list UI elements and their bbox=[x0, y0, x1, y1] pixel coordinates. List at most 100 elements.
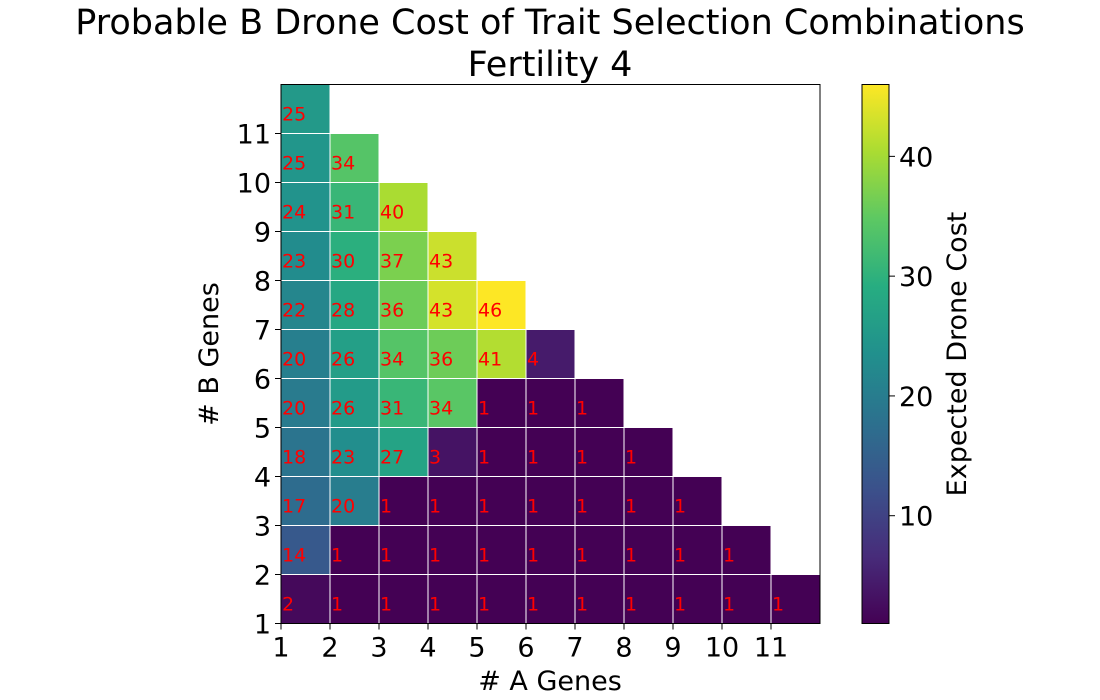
cell-value-label: 1 bbox=[674, 545, 686, 567]
cell-value-label: 34 bbox=[380, 349, 404, 371]
heatmap-cell bbox=[770, 574, 821, 624]
x-tick-label: 4 bbox=[419, 633, 436, 664]
heatmap-cell bbox=[329, 476, 380, 526]
y-tick-label: 5 bbox=[254, 414, 271, 445]
cell-value-label: 31 bbox=[331, 202, 355, 224]
y-tick-label: 8 bbox=[254, 267, 271, 298]
heatmap-cell bbox=[574, 574, 625, 624]
cell-value-label: 26 bbox=[331, 349, 355, 371]
x-tick-label: 3 bbox=[370, 633, 387, 664]
y-tick-label: 1 bbox=[254, 610, 271, 641]
cell-value-label: 14 bbox=[282, 545, 306, 567]
chart-subtitle: Fertility 4 bbox=[468, 45, 633, 85]
x-axis-label: # A Genes bbox=[478, 666, 622, 697]
heatmap-cell bbox=[574, 525, 625, 575]
cell-value-label: 25 bbox=[282, 104, 306, 126]
heatmap-cell bbox=[525, 427, 576, 477]
heatmap-cell bbox=[378, 525, 429, 575]
cell-value-label: 36 bbox=[429, 349, 453, 371]
cell-value-label: 1 bbox=[674, 496, 686, 518]
cell-value-label: 43 bbox=[429, 251, 453, 273]
cell-value-label: 34 bbox=[429, 398, 453, 420]
y-tick-label: 11 bbox=[237, 120, 271, 151]
cell-value-label: 1 bbox=[478, 447, 490, 469]
heatmap-cell bbox=[280, 133, 331, 183]
colorbar-tick-label: 40 bbox=[899, 142, 933, 173]
cell-value-label: 1 bbox=[723, 545, 735, 567]
y-tick-label: 9 bbox=[254, 218, 271, 249]
y-tick-label: 3 bbox=[254, 512, 271, 543]
heatmap-cell bbox=[525, 329, 576, 379]
cell-value-label: 1 bbox=[478, 496, 490, 518]
cell-value-label: 40 bbox=[380, 202, 404, 224]
heatmap-cell bbox=[329, 133, 380, 183]
heatmap-cell bbox=[329, 378, 380, 428]
heatmap-cell bbox=[574, 476, 625, 526]
cell-value-label: 1 bbox=[380, 496, 392, 518]
colorbar-tick-label: 30 bbox=[899, 262, 933, 293]
heatmap-cell bbox=[378, 427, 429, 477]
cell-value-label: 26 bbox=[331, 398, 355, 420]
cell-value-label: 1 bbox=[478, 594, 490, 616]
cell-value-label: 25 bbox=[282, 153, 306, 175]
colorbar bbox=[861, 84, 890, 624]
cell-value-label: 31 bbox=[380, 398, 404, 420]
heatmap-cell bbox=[427, 231, 478, 281]
heatmap-cell bbox=[525, 378, 576, 428]
cell-value-label: 24 bbox=[282, 202, 306, 224]
y-tick-label: 7 bbox=[254, 316, 271, 347]
colorbar-tick-label: 10 bbox=[899, 502, 933, 533]
cell-value-label: 34 bbox=[331, 153, 355, 175]
heatmap-annotations: 2525242322202018171423431302826262320114… bbox=[282, 104, 784, 616]
x-tick-label: 1 bbox=[272, 633, 289, 664]
cell-value-label: 20 bbox=[331, 496, 355, 518]
cell-value-label: 3 bbox=[429, 447, 441, 469]
cell-value-label: 23 bbox=[331, 447, 355, 469]
cell-value-label: 1 bbox=[723, 594, 735, 616]
cell-value-label: 20 bbox=[282, 349, 306, 371]
x-tick-label: 11 bbox=[754, 633, 788, 664]
heatmap-cell bbox=[378, 231, 429, 281]
heatmap-cell bbox=[378, 476, 429, 526]
cell-value-label: 41 bbox=[478, 349, 502, 371]
cell-value-label: 4 bbox=[527, 349, 539, 371]
cell-value-label: 17 bbox=[282, 496, 306, 518]
y-axis-ticks: 1 2 3 4 5 6 7 8 9 10 11 bbox=[237, 120, 281, 641]
cell-value-label: 1 bbox=[380, 545, 392, 567]
heatmap-cell bbox=[476, 329, 527, 379]
heatmap-cell bbox=[329, 427, 380, 477]
heatmap-cell bbox=[525, 525, 576, 575]
cell-value-label: 1 bbox=[625, 545, 637, 567]
heatmap-cell bbox=[329, 231, 380, 281]
heatmap-cell bbox=[329, 574, 380, 624]
heatmap-cell bbox=[525, 574, 576, 624]
cell-value-label: 1 bbox=[478, 398, 490, 420]
heatmap-cell bbox=[280, 84, 331, 134]
chart-title: Probable B Drone Cost of Trait Selection… bbox=[75, 3, 1024, 43]
cell-value-label: 30 bbox=[331, 251, 355, 273]
cell-value-label: 36 bbox=[380, 300, 404, 322]
cell-value-label: 1 bbox=[429, 545, 441, 567]
y-axis-label: # B Genes bbox=[194, 282, 225, 426]
y-tick-label: 6 bbox=[254, 365, 271, 396]
cell-value-label: 1 bbox=[576, 545, 588, 567]
y-tick-label: 10 bbox=[237, 169, 271, 200]
cell-value-label: 28 bbox=[331, 300, 355, 322]
cell-value-label: 1 bbox=[625, 447, 637, 469]
cell-value-label: 1 bbox=[478, 545, 490, 567]
x-axis-ticks: 1 2 3 4 5 6 7 8 9 10 11 bbox=[272, 623, 788, 664]
x-tick-label: 9 bbox=[664, 633, 681, 664]
heatmap-cell bbox=[721, 525, 772, 575]
heatmap-cells bbox=[280, 84, 821, 624]
heatmap-cell bbox=[427, 476, 478, 526]
heatmap-cell bbox=[476, 574, 527, 624]
heatmap-cell bbox=[329, 525, 380, 575]
cell-value-label: 1 bbox=[527, 496, 539, 518]
cell-value-label: 1 bbox=[527, 447, 539, 469]
x-tick-label: 7 bbox=[566, 633, 583, 664]
x-tick-label: 10 bbox=[705, 633, 739, 664]
y-tick-label: 2 bbox=[254, 561, 271, 592]
cell-value-label: 1 bbox=[772, 594, 784, 616]
heatmap-cell bbox=[280, 525, 331, 575]
